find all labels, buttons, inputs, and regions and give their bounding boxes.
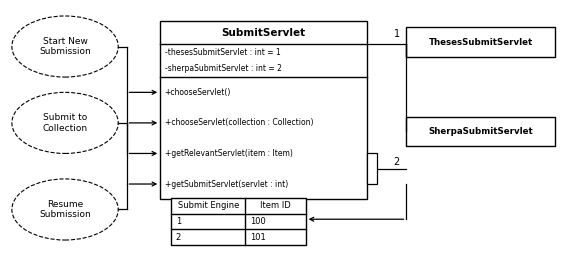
- Text: Resume
Submission: Resume Submission: [39, 200, 91, 219]
- Text: -sherpaSubmitServlet : int = 2: -sherpaSubmitServlet : int = 2: [165, 64, 282, 73]
- Text: SherpaSubmitServlet: SherpaSubmitServlet: [428, 127, 533, 136]
- Bar: [367, 153, 378, 184]
- Text: SubmitServlet: SubmitServlet: [222, 28, 306, 38]
- Text: Submit Engine: Submit Engine: [178, 201, 239, 210]
- Text: Start New
Submission: Start New Submission: [39, 37, 91, 56]
- Bar: [406, 116, 555, 146]
- Bar: [171, 198, 306, 245]
- Text: +getSubmitServlet(servlet : int): +getSubmitServlet(servlet : int): [165, 179, 288, 188]
- Ellipse shape: [12, 179, 118, 240]
- Ellipse shape: [12, 16, 118, 77]
- Text: 2: 2: [393, 157, 399, 167]
- Text: 101: 101: [250, 233, 265, 242]
- Text: 1: 1: [394, 29, 399, 39]
- Bar: [406, 27, 555, 57]
- Bar: [160, 21, 367, 199]
- Text: -thesesSubmitServlet : int = 1: -thesesSubmitServlet : int = 1: [165, 48, 280, 57]
- Text: +getRelevantServlet(item : Item): +getRelevantServlet(item : Item): [165, 149, 292, 158]
- Text: Submit to
Collection: Submit to Collection: [43, 113, 88, 133]
- Text: ThesesSubmitServlet: ThesesSubmitServlet: [429, 38, 533, 47]
- Text: 2: 2: [176, 233, 181, 242]
- Ellipse shape: [12, 92, 118, 153]
- Text: 1: 1: [176, 217, 181, 226]
- Text: 100: 100: [250, 217, 265, 226]
- Text: +chooseServlet(): +chooseServlet(): [165, 88, 231, 97]
- Text: +chooseServlet(collection : Collection): +chooseServlet(collection : Collection): [165, 119, 313, 127]
- Text: Item ID: Item ID: [260, 201, 291, 210]
